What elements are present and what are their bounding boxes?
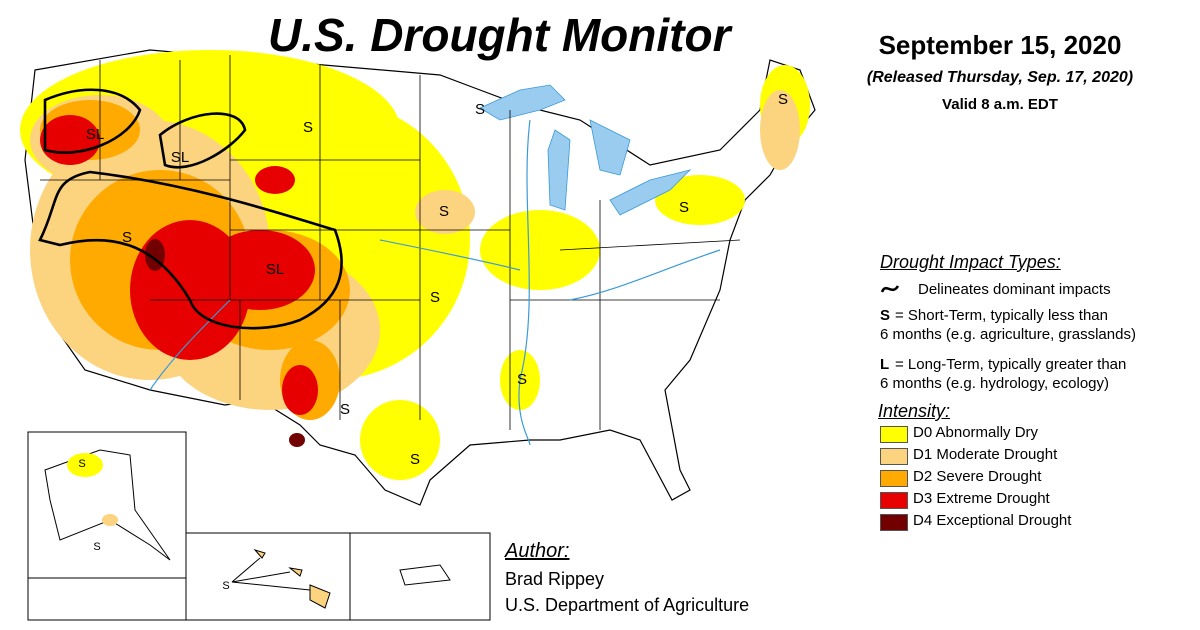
author-name: Brad Rippey — [505, 569, 605, 589]
impact-label: S — [340, 401, 350, 418]
state-lines — [40, 55, 741, 430]
impact-boundary — [38, 170, 343, 330]
impact-boundary — [158, 112, 247, 169]
impact-line-sample — [880, 285, 900, 293]
impact-key: S — [880, 307, 891, 324]
impact-label: S — [778, 91, 788, 108]
legend-swatch — [880, 514, 908, 531]
legend-swatch — [880, 470, 908, 487]
alaska — [44, 449, 171, 561]
legend-label: D2 Severe Drought — [913, 468, 1042, 485]
d0-area — [480, 210, 600, 290]
d0-area — [67, 453, 103, 477]
map-labels: SL SL S S SL S S S S S S S S S S S — [78, 91, 788, 592]
legend-label: D3 Extreme Drought — [913, 490, 1050, 507]
d0-area — [655, 175, 745, 225]
impact-label: SL — [266, 261, 284, 278]
valid: Valid 8 a.m. EDT — [942, 96, 1058, 113]
impact-label: S — [475, 101, 485, 118]
d3-area — [205, 230, 315, 310]
title: U.S. Drought Monitor — [268, 9, 731, 61]
author-heading: Author: — [505, 540, 570, 562]
released: (Released Thursday, Sep. 17, 2020) — [866, 69, 1134, 86]
author-agency: U.S. Department of Agriculture — [505, 595, 750, 615]
legend-label: D1 Moderate Drought — [913, 446, 1058, 463]
puerto-rico-inset — [349, 532, 491, 621]
alaska-inset — [27, 431, 187, 621]
d4-area — [289, 433, 305, 447]
impact-label: S — [93, 541, 100, 553]
hawaii-pointer — [231, 557, 311, 591]
legend-swatch — [880, 492, 908, 509]
drought-areas — [20, 50, 810, 480]
impact-label: S — [679, 199, 689, 216]
impact-heading: Drought Impact Types: — [880, 252, 1061, 272]
legend-swatch — [880, 448, 908, 465]
impact-label: S — [222, 580, 229, 592]
impact-label: S — [122, 229, 132, 246]
d3-area — [255, 166, 295, 194]
impact-label: SL — [171, 149, 189, 166]
impact-text: = Short-Term, typically less than — [895, 307, 1108, 324]
great-lakes — [479, 84, 692, 216]
hawaii — [253, 549, 331, 609]
impact-label: S — [78, 458, 85, 470]
d1-area — [760, 90, 800, 170]
impact-label: SL — [86, 126, 104, 143]
impact-label: S — [303, 119, 313, 136]
legend-swatch — [880, 426, 908, 443]
impact-label: S — [410, 451, 420, 468]
impact-text: 6 months (e.g. hydrology, ecology) — [880, 375, 1110, 392]
impact-label: S — [439, 203, 449, 220]
impact-label: S — [517, 371, 527, 388]
impact-boundary — [43, 88, 142, 154]
legend-label: D0 Abnormally Dry — [913, 424, 1039, 441]
impact-text: 6 months (e.g. agriculture, grasslands) — [880, 326, 1136, 343]
legend-label: D4 Exceptional Drought — [913, 512, 1072, 529]
d3-area — [282, 365, 318, 415]
d1-area — [415, 190, 475, 234]
d0-area — [360, 400, 440, 480]
puerto-rico — [399, 564, 451, 586]
date: September 15, 2020 — [878, 30, 1122, 60]
impact-line-note: Delineates dominant impacts — [918, 281, 1111, 298]
d1-area — [102, 514, 118, 526]
intensity-heading: Intensity: — [878, 401, 951, 421]
impact-label: S — [430, 289, 440, 306]
impact-text: = Long-Term, typically greater than — [895, 356, 1127, 373]
impact-key: L — [880, 356, 890, 373]
rivers — [149, 119, 721, 446]
